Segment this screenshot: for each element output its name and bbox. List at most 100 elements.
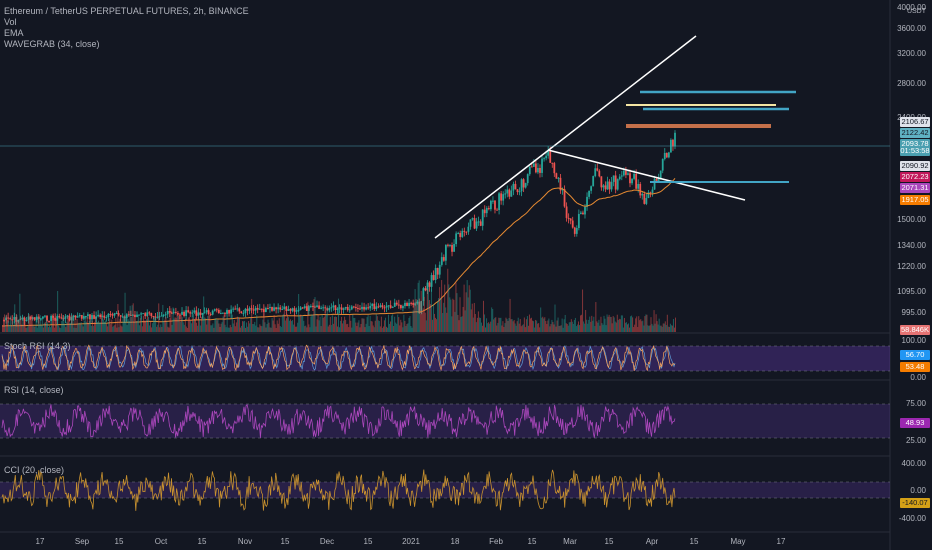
candle (528, 166, 531, 175)
volume-bar (490, 321, 492, 332)
volume-bar (463, 284, 465, 332)
volume-bar (244, 320, 246, 332)
volume-bar (623, 317, 625, 332)
volume-bar (182, 322, 184, 332)
candle (33, 317, 36, 320)
stoch-legend[interactable]: Stoch RSI (14,3) (4, 341, 71, 351)
volume-bar (591, 315, 593, 332)
volume-bar (94, 317, 96, 332)
candle (457, 233, 460, 235)
candle (432, 275, 435, 280)
volume-bar (363, 318, 365, 332)
price-badge: 2072.23 (900, 172, 930, 182)
volume-bar (613, 317, 615, 332)
candle (170, 312, 173, 314)
volume-bar (498, 317, 500, 332)
volume-bar (318, 320, 320, 332)
candle (500, 193, 503, 201)
volume-bar (388, 314, 390, 332)
volume-bar (603, 315, 605, 332)
candle (598, 170, 601, 177)
volume-bar (670, 325, 672, 332)
volume-bar (438, 298, 440, 332)
volume-bar (636, 316, 638, 332)
volume-bar (597, 322, 599, 332)
rsi-legend[interactable]: RSI (14, close) (4, 385, 64, 395)
volume-bar (462, 306, 464, 332)
volume-bar (234, 326, 236, 332)
wavegrab-legend[interactable]: WAVEGRAB (34, close) (4, 39, 100, 49)
volume-bar (275, 327, 277, 332)
volume-bar (520, 326, 522, 332)
volume-bar (136, 320, 138, 332)
volume-bar (123, 316, 125, 332)
candle (267, 308, 269, 310)
volume-bar (190, 323, 192, 332)
candle (309, 305, 312, 307)
candle (242, 313, 245, 315)
volume-bar (222, 316, 224, 332)
volume-bar (651, 323, 653, 332)
volume-bar (516, 321, 518, 332)
candle (565, 206, 568, 218)
volume-bar (545, 320, 547, 332)
volume-bar (137, 314, 139, 332)
candle (312, 305, 314, 307)
candle (238, 308, 241, 312)
volume-bar (579, 325, 581, 332)
candle (502, 194, 505, 201)
candle (252, 309, 255, 311)
volume-bar (666, 314, 668, 332)
volume-bar (26, 327, 28, 332)
candle (203, 312, 206, 314)
volume-bar (174, 317, 176, 332)
volume-bar (675, 317, 676, 332)
volume-bar (404, 320, 406, 332)
volume-bar (407, 323, 409, 332)
volume-bar (395, 322, 397, 332)
volume-bar (29, 317, 31, 332)
volume-bar (401, 322, 403, 332)
candle (440, 257, 443, 265)
candle (342, 308, 345, 310)
cci-legend[interactable]: CCI (20, close) (4, 465, 65, 475)
volume-bar (619, 319, 621, 332)
candle (604, 185, 607, 190)
volume-bar (475, 322, 477, 332)
volume-bar (197, 325, 199, 332)
candle (379, 305, 382, 307)
volume-bar (550, 324, 552, 332)
volume-bar (62, 314, 64, 332)
candle (248, 308, 251, 311)
volume-bar (384, 317, 386, 332)
candle (215, 309, 218, 311)
volume-bar (441, 280, 443, 332)
candle (209, 314, 212, 316)
volume-bar (178, 315, 180, 332)
volume-bar (304, 326, 306, 332)
volume-bar (542, 316, 544, 332)
candle (240, 311, 243, 314)
volume-bar (567, 325, 569, 332)
volume-bar (114, 324, 116, 332)
candle (76, 316, 79, 318)
candle (381, 305, 384, 308)
volume-bar (366, 317, 368, 332)
symbol-title[interactable]: Ethereum / TetherUS PERPETUAL FUTURES, 2… (4, 6, 249, 16)
volume-bar (563, 319, 565, 332)
volume-bar (440, 297, 442, 332)
candle (471, 218, 474, 220)
volume-bar (79, 324, 81, 332)
volume-bar (32, 325, 34, 332)
volume-bar (583, 321, 585, 332)
volume-bar (470, 309, 472, 332)
candle (465, 231, 468, 233)
volume-bar (414, 289, 416, 332)
volume-bar (569, 322, 571, 332)
candle (129, 314, 132, 316)
ema-legend[interactable]: EMA (4, 28, 24, 38)
volume-bar (168, 327, 170, 332)
volume-legend[interactable]: Vol (4, 17, 17, 27)
volume-bar (649, 325, 651, 332)
